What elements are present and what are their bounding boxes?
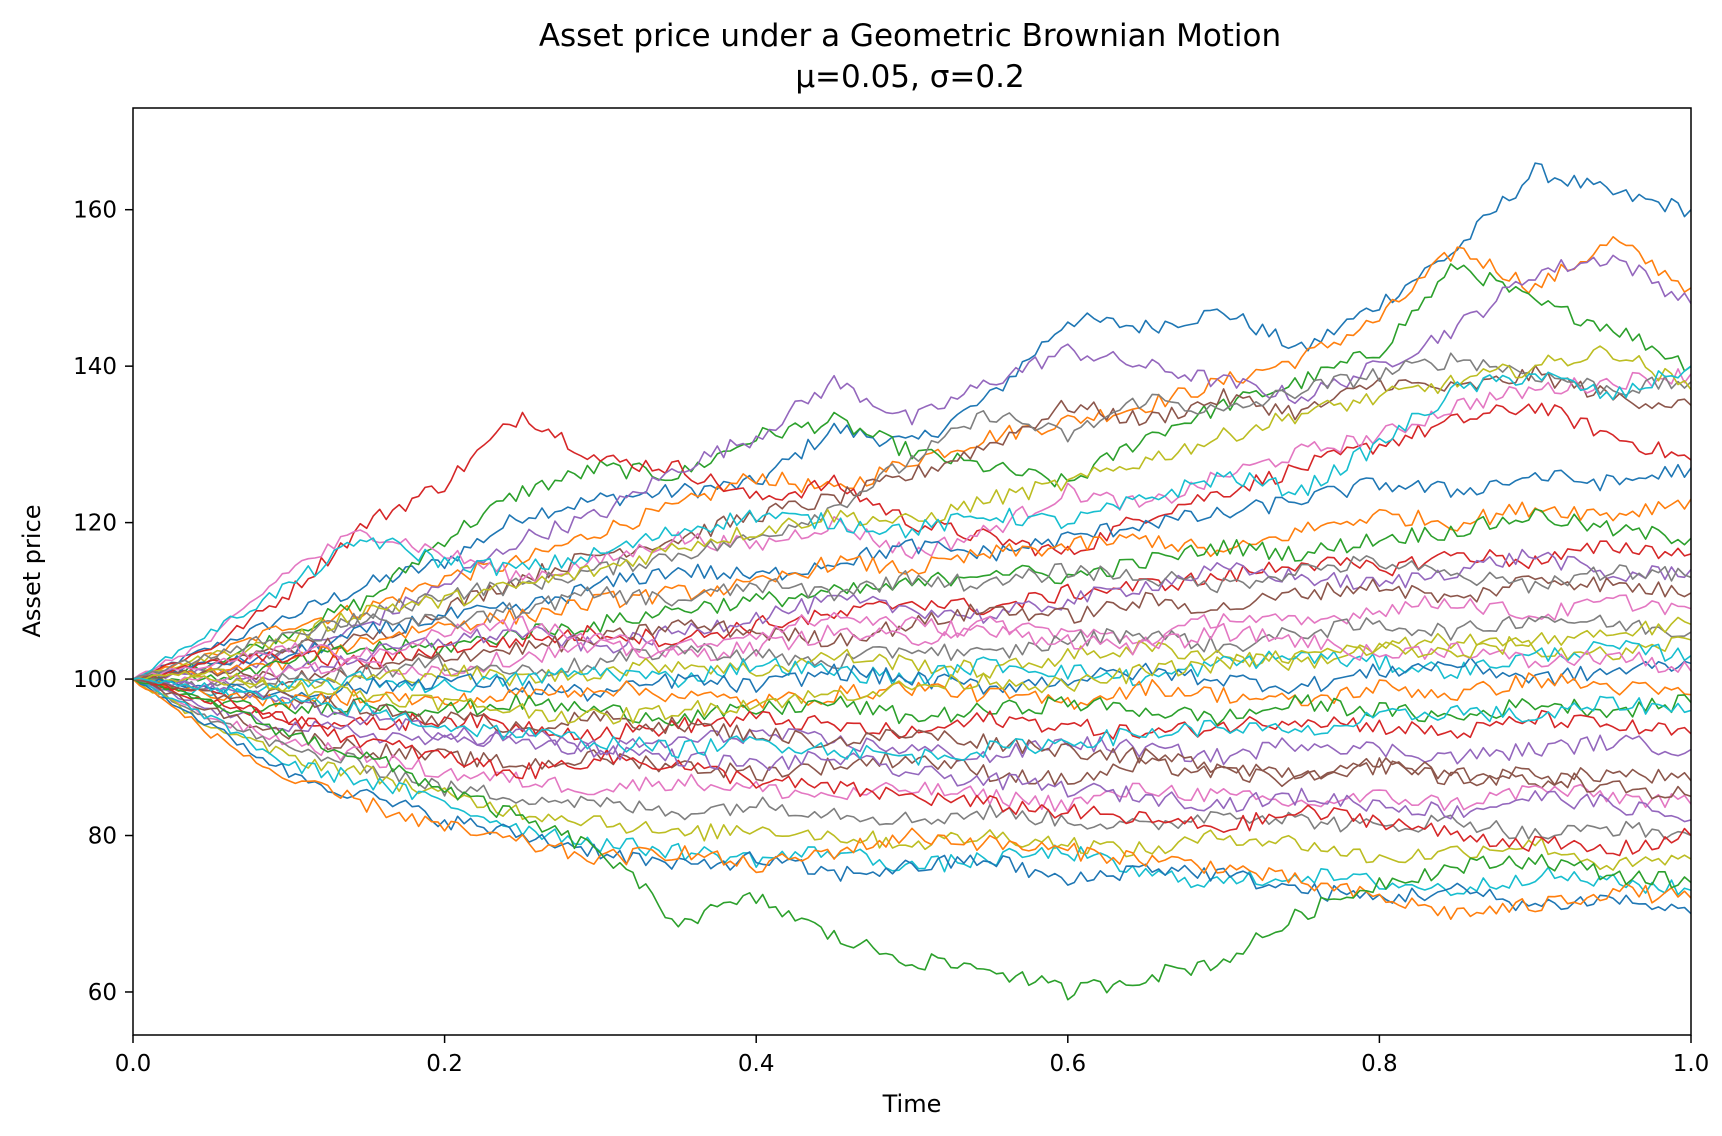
y-tick-label: 120 (73, 511, 117, 537)
series-line-36 (133, 678, 1691, 800)
series-line-11 (133, 463, 1691, 680)
series-line-21 (133, 656, 1691, 702)
y-tick-label: 60 (88, 980, 117, 1006)
series-line-33 (133, 678, 1691, 1001)
series-line-15 (133, 548, 1691, 691)
x-tick-label: 0.2 (426, 1051, 463, 1077)
series-line-18 (133, 614, 1691, 691)
x-axis-label: Time (882, 1090, 942, 1118)
y-tick-label: 160 (73, 198, 117, 224)
series-line-8 (133, 352, 1691, 680)
series-line-34 (133, 678, 1691, 857)
series-line-2 (133, 236, 1691, 680)
y-tick-label: 140 (73, 354, 117, 380)
series-line-35 (133, 678, 1691, 823)
series-line-9 (133, 345, 1691, 680)
series-line-25 (133, 678, 1691, 766)
series-line-38 (133, 555, 1691, 680)
series-line-40 (133, 677, 1691, 766)
series-line-30 (133, 678, 1691, 897)
series-line-24 (133, 678, 1691, 742)
series-line-16 (133, 575, 1691, 686)
x-tick-label: 0.4 (738, 1051, 775, 1077)
series-line-14 (133, 540, 1691, 681)
series-line-26 (133, 678, 1691, 789)
x-tick-label: 0.8 (1361, 1051, 1398, 1077)
y-axis-label: Asset price (18, 505, 46, 638)
series-line-20 (133, 639, 1691, 699)
series-line-10 (133, 365, 1691, 680)
chart-subtitle: μ=0.05, σ=0.2 (795, 59, 1024, 95)
x-axis: 0.0 0.2 0.4 0.6 0.8 1.0 (115, 1035, 1710, 1077)
y-tick-label: 80 (88, 824, 117, 850)
series-line-39 (133, 616, 1691, 725)
y-axis: 60 80 100 120 140 160 (73, 198, 133, 1006)
series-line-3 (133, 263, 1691, 680)
series-line-6 (133, 364, 1691, 681)
series-line-12 (133, 498, 1691, 680)
series-line-22 (133, 672, 1691, 710)
y-tick-label: 100 (73, 667, 117, 693)
chart-title: Asset price under a Geometric Brownian M… (539, 18, 1281, 54)
series-line-23 (133, 678, 1691, 727)
x-tick-label: 0.6 (1050, 1051, 1087, 1077)
series-line-28 (133, 678, 1691, 840)
plot-frame (132, 107, 1692, 1036)
series-line-19 (133, 632, 1691, 693)
series-lines (133, 162, 1691, 1001)
series-line-32 (133, 678, 1691, 921)
series-line-7 (133, 368, 1691, 680)
x-tick-label: 0.0 (115, 1051, 152, 1077)
series-line-29 (133, 678, 1691, 871)
series-line-31 (133, 678, 1691, 915)
x-tick-label: 1.0 (1673, 1051, 1710, 1077)
series-line-5 (133, 254, 1691, 680)
series-line-37 (133, 611, 1691, 680)
